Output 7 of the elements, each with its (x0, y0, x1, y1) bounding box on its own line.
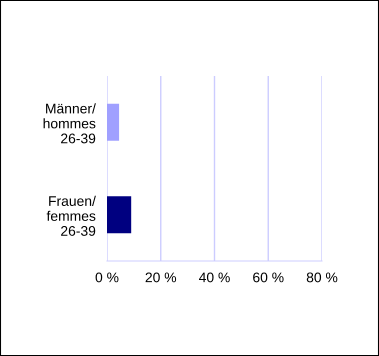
x-tick-label: 80 % (306, 272, 338, 282)
x-tick-label: 60 % (253, 272, 284, 282)
x-tick-label: 40 % (198, 272, 230, 282)
x-tick-label: 20 % (146, 272, 176, 282)
y-tick-label: Frauen/ femmes 26-39 (46, 196, 96, 236)
y-tick-label: Männer/ hommes 26-39 (44, 103, 96, 144)
x-tick-label: 0 % (96, 272, 118, 282)
